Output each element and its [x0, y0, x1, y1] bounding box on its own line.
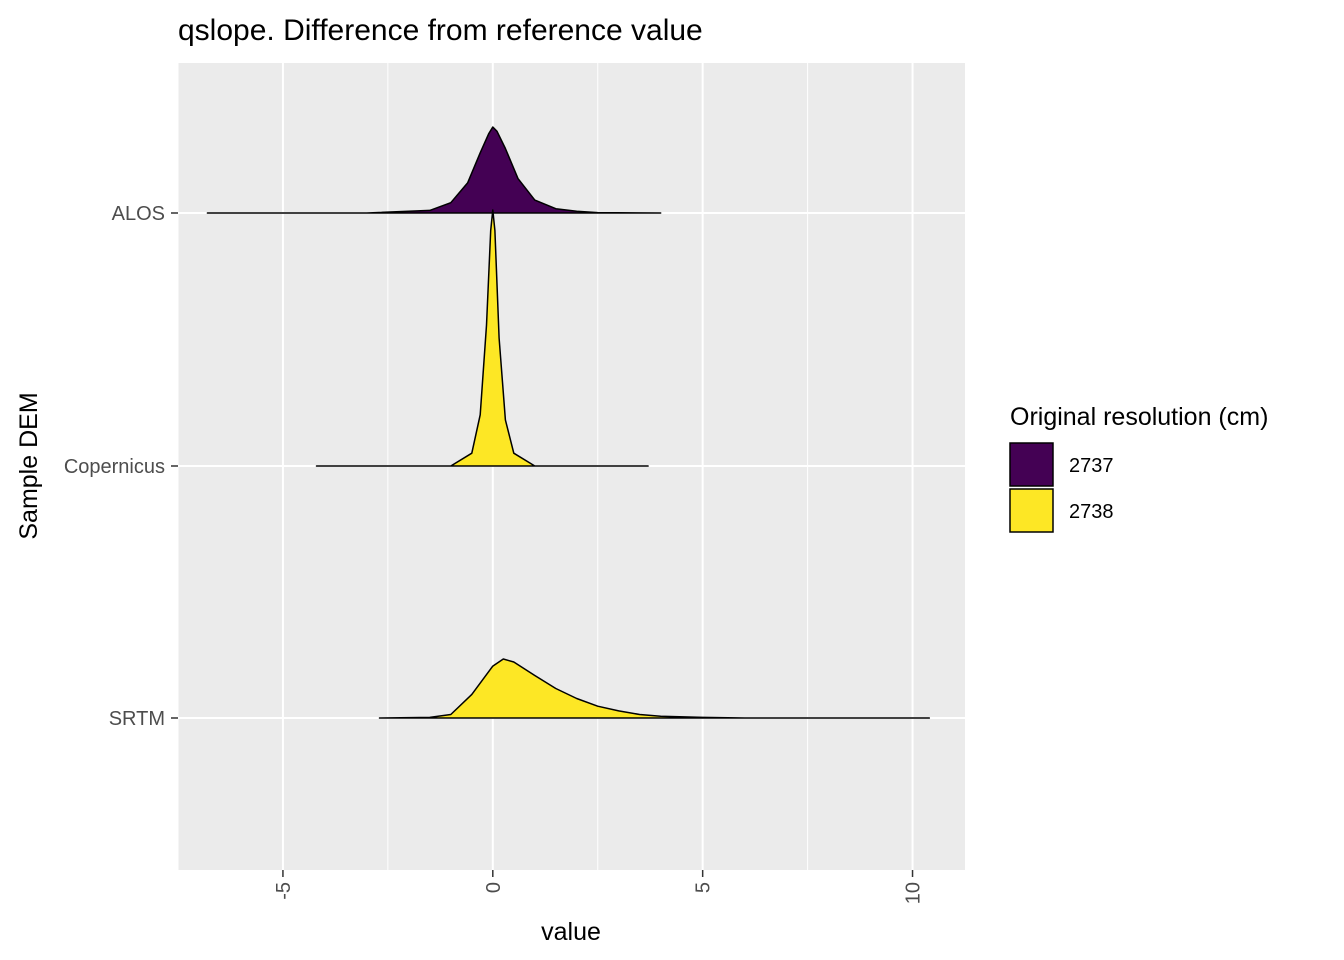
y-tick-label: SRTM — [109, 708, 165, 730]
y-axis-title: Sample DEM — [15, 392, 43, 539]
density-ridge-srtm — [378, 658, 931, 719]
x-axis-title: value — [541, 918, 601, 946]
chart-title: qslope. Difference from reference value — [178, 14, 703, 47]
legend: Original resolution (cm) 2737 2738 — [1009, 403, 1268, 533]
legend-label: 2738 — [1069, 501, 1114, 523]
legend-title: Original resolution (cm) — [1010, 403, 1268, 431]
x-tick-label: -5 — [273, 882, 295, 900]
legend-label: 2737 — [1069, 455, 1114, 477]
density-ridge-copernicus — [315, 209, 649, 467]
legend-key — [1009, 488, 1054, 533]
axes: -5 0 5 10 ALOS Copernicus SRTM — [64, 203, 925, 904]
x-tick-label: 10 — [903, 882, 925, 904]
y-tick-label: ALOS — [112, 203, 165, 225]
x-tick-label: 0 — [483, 882, 505, 893]
y-tick-label: Copernicus — [64, 456, 165, 478]
density-ridges — [206, 126, 931, 719]
x-tick-label: 5 — [693, 882, 715, 893]
density-ridge-alos — [206, 126, 662, 214]
legend-key — [1009, 442, 1054, 487]
